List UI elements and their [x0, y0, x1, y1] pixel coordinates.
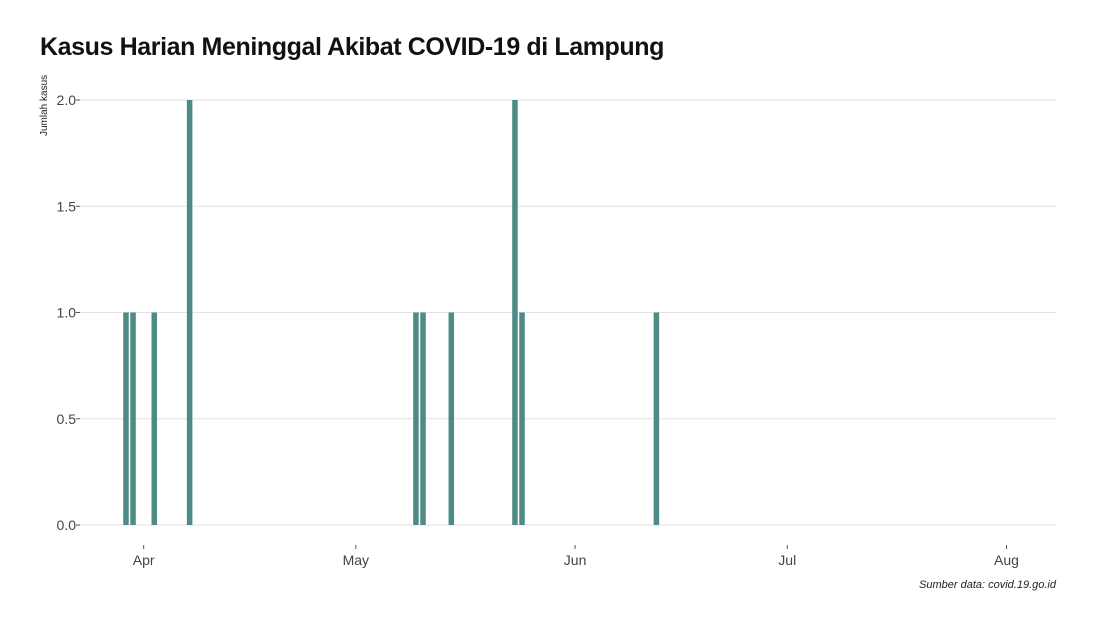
y-tick-label: 0.0 [57, 517, 77, 533]
bar [448, 312, 455, 525]
y-tick-label: 1.5 [57, 198, 77, 214]
y-tick-label: 0.5 [57, 411, 77, 427]
bars [123, 100, 660, 525]
x-tick-label: May [343, 552, 369, 568]
bar [123, 312, 129, 525]
grid-lines [80, 99, 1056, 526]
bar [186, 100, 193, 525]
bar [420, 312, 426, 525]
bar [512, 100, 518, 525]
y-tick-label: 2.0 [57, 92, 77, 108]
y-tick-label: 1.0 [57, 305, 77, 321]
x-tick-label: Aug [994, 552, 1019, 568]
x-tick-label: Jul [778, 552, 796, 568]
bar [413, 312, 419, 525]
bar [130, 312, 136, 525]
chart-title: Kasus Harian Meninggal Akibat COVID-19 d… [40, 33, 665, 61]
x-tick-label: Jun [564, 552, 587, 568]
bar [653, 312, 660, 525]
x-axis: Apr May Jun Jul Aug [133, 545, 1019, 568]
y-axis-label: Jumlah kasus [39, 75, 50, 136]
bar [519, 312, 525, 525]
source-caption: Sumber data: covid.19.go.id [919, 579, 1056, 591]
x-tick-label: Apr [133, 552, 155, 568]
bar [151, 312, 158, 525]
y-axis: 0.0 0.5 1.0 1.5 2.0 [57, 92, 80, 533]
